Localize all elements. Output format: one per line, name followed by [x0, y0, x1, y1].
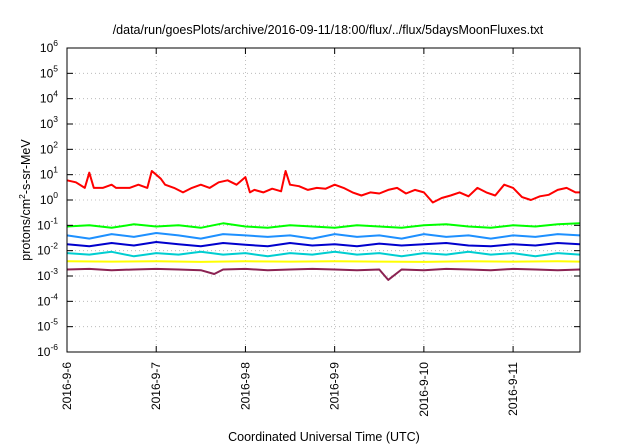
x-axis-label: Coordinated Universal Time (UTC) — [228, 430, 420, 444]
x-tick-label: 2016-9-11 — [506, 362, 520, 416]
series-line — [66, 241, 581, 248]
series-line — [66, 170, 580, 204]
y-tick-exp: -2 — [50, 241, 58, 251]
y-tick-exp: 5 — [53, 63, 58, 73]
y-tick-label: 102 — [40, 139, 58, 156]
y-tick-label: 106 — [40, 38, 58, 55]
y-axis-label-post: -s-sr-MeV — [19, 139, 33, 195]
y-tick-exp: -1 — [50, 215, 58, 225]
y-tick-exp: 3 — [53, 114, 58, 124]
y-tick-exp: -6 — [50, 342, 58, 352]
y-tick-exp: 0 — [53, 190, 58, 200]
y-tick-exp: 1 — [53, 165, 58, 175]
y-tick-base: 10 — [37, 244, 51, 258]
y-tick-label: 104 — [40, 89, 58, 106]
y-tick-base: 10 — [40, 117, 54, 131]
y-tick-label: 10-6 — [37, 342, 58, 359]
y-tick-label: 10-5 — [37, 317, 58, 334]
series-lines — [66, 170, 581, 281]
y-tick-exp: -5 — [50, 317, 58, 327]
grid-lines — [67, 48, 580, 352]
y-tick-label: 101 — [40, 165, 58, 182]
x-tick-labels: 2016-9-6 2016-9-7 2016-9-8 2016-9-9 2016-9-1… — [60, 362, 520, 417]
y-tick-label: 105 — [40, 63, 58, 80]
axis-ticks — [66, 47, 580, 353]
y-tick-labels: 10610510410310210110010-110-210-310-410-… — [37, 38, 58, 359]
y-tick-base: 10 — [37, 294, 51, 308]
y-tick-exp: 4 — [53, 89, 58, 99]
series-line — [66, 260, 581, 263]
y-tick-base: 10 — [40, 168, 54, 182]
y-tick-label: 100 — [40, 190, 58, 207]
x-tick-label: 2016-9-10 — [417, 362, 431, 417]
x-tick-label: 2016-9-6 — [60, 362, 74, 410]
y-tick-base: 10 — [40, 66, 54, 80]
y-axis-label: protons/cm2-s-sr-MeV — [17, 139, 33, 261]
series-line — [66, 267, 581, 281]
y-tick-label: 10-1 — [37, 215, 58, 232]
y-tick-label: 10-4 — [37, 291, 58, 308]
y-tick-label: 103 — [40, 114, 58, 131]
y-tick-base: 10 — [40, 92, 54, 106]
chart-title: /data/run/goesPlots/archive/2016-09-11/1… — [113, 23, 544, 37]
y-tick-exp: 2 — [53, 139, 58, 149]
series-line — [66, 232, 581, 240]
y-tick-base: 10 — [40, 142, 54, 156]
y-tick-base: 10 — [37, 320, 51, 334]
series-line — [66, 222, 581, 229]
x-tick-label: 2016-9-8 — [238, 362, 252, 410]
y-tick-exp: -4 — [50, 291, 58, 301]
y-tick-base: 10 — [37, 218, 51, 232]
y-tick-base: 10 — [40, 41, 54, 55]
y-tick-exp: -3 — [50, 266, 58, 276]
x-tick-label: 2016-9-9 — [328, 362, 342, 410]
y-axis-label-sup: 2 — [17, 194, 27, 199]
x-tick-label: 2016-9-7 — [149, 362, 163, 410]
y-axis-label-pre: protons/cm — [19, 199, 33, 261]
y-tick-label: 10-3 — [37, 266, 58, 283]
y-tick-base: 10 — [37, 269, 51, 283]
y-tick-label: 10-2 — [37, 241, 58, 258]
y-tick-exp: 6 — [53, 38, 58, 48]
y-tick-base: 10 — [37, 345, 51, 359]
series-line — [66, 250, 581, 258]
y-tick-base: 10 — [40, 193, 54, 207]
